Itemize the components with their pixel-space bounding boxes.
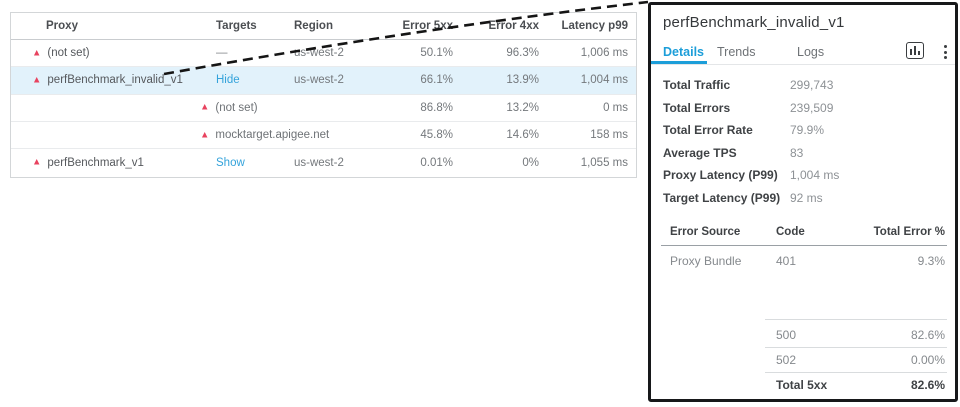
- detail-row-total-error-rate: Total Error Rate 79.9%: [651, 123, 955, 139]
- tab-trends[interactable]: Trends: [717, 45, 756, 59]
- error-table-header-source: Error Source: [670, 226, 741, 238]
- table-subrow-target-mocktarget[interactable]: ▲ mocktarget.apigee.net 45.8% 14.6% 158 …: [11, 122, 636, 150]
- table-row-perfBenchmark-invalid-v1[interactable]: ▲ perfBenchmark_invalid_v1 Hide us-west-…: [11, 67, 636, 95]
- error-table-header-pct: Total Error %: [873, 226, 945, 238]
- proxy-detail-panel: perfBenchmark_invalid_v1 Details Trends …: [648, 2, 958, 402]
- error-row-divider: [765, 347, 947, 348]
- column-header-targets: Targets: [216, 20, 257, 32]
- detail-row-target-latency: Target Latency (P99) 92 ms: [651, 191, 955, 207]
- error5xx-value: 66.1%: [420, 74, 453, 87]
- detail-label: Proxy Latency (P99): [663, 168, 778, 182]
- bar-chart-bar: [909, 49, 912, 55]
- target-name: (not set): [215, 101, 258, 114]
- warning-triangle-icon: ▲: [200, 129, 210, 141]
- error-row-divider: [765, 319, 947, 320]
- panel-title: perfBenchmark_invalid_v1: [663, 14, 845, 31]
- error-pct: 9.3%: [917, 254, 945, 268]
- total-5xx-value: 82.6%: [910, 378, 945, 392]
- proxy-name: (not set): [47, 47, 90, 60]
- error4xx-value: 96.3%: [506, 47, 539, 60]
- kebab-dot: [943, 50, 947, 54]
- bar-chart-bar: [918, 51, 921, 55]
- bar-chart-icon[interactable]: [906, 42, 924, 59]
- more-vertical-icon[interactable]: [938, 44, 952, 60]
- proxy-table-header: Proxy Targets Region Error 5xx Error 4xx…: [11, 13, 636, 40]
- error-source: Proxy Bundle: [670, 254, 742, 268]
- tabs-divider: [651, 64, 955, 65]
- error-row-divider: [765, 372, 947, 373]
- region-value: us-west-2: [294, 156, 344, 169]
- warning-triangle-icon: ▲: [32, 47, 42, 59]
- kebab-dot: [943, 45, 947, 49]
- error-pct: 82.6%: [910, 328, 945, 342]
- region-value: us-west-2: [294, 74, 344, 87]
- warning-triangle-icon: ▲: [200, 101, 210, 113]
- detail-row-total-errors: Total Errors 239,509: [651, 101, 955, 117]
- proxy-name: perfBenchmark_v1: [47, 156, 144, 169]
- error-code: 502: [776, 353, 797, 367]
- error5xx-value: 0.01%: [420, 156, 453, 169]
- error4xx-value: 14.6%: [506, 129, 539, 142]
- kebab-dot: [943, 55, 947, 59]
- error4xx-value: 0%: [522, 156, 539, 169]
- detail-label: Total Error Rate: [663, 123, 753, 137]
- detail-value: 299,743: [790, 78, 834, 92]
- table-subrow-target-not-set[interactable]: ▲ (not set) 86.8% 13.2% 0 ms: [11, 95, 636, 122]
- proxy-name: perfBenchmark_invalid_v1: [47, 74, 183, 87]
- proxy-table: Proxy Targets Region Error 5xx Error 4xx…: [10, 12, 637, 178]
- targets-value: —: [216, 47, 228, 60]
- bar-chart-bar: [913, 46, 917, 55]
- column-header-error4xx: Error 4xx: [488, 20, 539, 32]
- error4xx-value: 13.2%: [506, 101, 539, 114]
- latency-value: 0 ms: [603, 101, 628, 114]
- detail-row-average-tps: Average TPS 83: [651, 146, 955, 162]
- column-header-error5xx: Error 5xx: [402, 20, 453, 32]
- detail-value: 239,509: [790, 100, 834, 115]
- region-value: us-west-2: [294, 47, 344, 60]
- error-pct: 0.00%: [910, 353, 945, 367]
- detail-value: 92 ms: [790, 190, 823, 205]
- error-table-header-divider: [661, 245, 947, 246]
- detail-label: Target Latency (P99): [663, 190, 781, 205]
- detail-row-proxy-latency: Proxy Latency (P99) 1,004 ms: [651, 168, 955, 184]
- detail-label: Average TPS: [663, 145, 737, 160]
- latency-value: 1,055 ms: [580, 156, 628, 169]
- detail-label: Total Errors: [663, 100, 731, 115]
- detail-value: 79.9%: [790, 123, 825, 137]
- total-5xx-label: Total 5xx: [776, 378, 828, 392]
- latency-value: 1,006 ms: [580, 47, 628, 60]
- error5xx-value: 45.8%: [420, 129, 453, 142]
- latency-value: 158 ms: [590, 129, 628, 142]
- error5xx-value: 86.8%: [420, 101, 453, 114]
- warning-triangle-icon: ▲: [32, 156, 42, 168]
- column-header-latency: Latency p99: [561, 20, 628, 32]
- target-name: mocktarget.apigee.net: [215, 129, 330, 142]
- error-code: 401: [776, 254, 797, 268]
- table-row-perfBenchmark-v1[interactable]: ▲ perfBenchmark_v1 Show us-west-2 0.01% …: [11, 149, 636, 176]
- detail-label: Total Traffic: [663, 78, 731, 92]
- error4xx-value: 13.9%: [506, 74, 539, 87]
- warning-triangle-icon: ▲: [32, 74, 42, 86]
- hide-targets-link[interactable]: Hide: [216, 74, 240, 87]
- latency-value: 1,004 ms: [580, 74, 628, 87]
- column-header-proxy: Proxy: [46, 20, 78, 32]
- show-targets-link[interactable]: Show: [216, 156, 245, 169]
- table-row-not-set[interactable]: ▲ (not set) — us-west-2 50.1% 96.3% 1,00…: [11, 40, 636, 68]
- error5xx-value: 50.1%: [420, 47, 453, 60]
- detail-value: 1,004 ms: [790, 168, 840, 182]
- tab-details[interactable]: Details: [663, 45, 704, 59]
- column-header-region: Region: [294, 20, 333, 32]
- detail-value: 83: [790, 145, 804, 160]
- tab-logs[interactable]: Logs: [797, 45, 825, 59]
- error-table-header-code: Code: [776, 226, 805, 238]
- detail-row-total-traffic: Total Traffic 299,743: [651, 78, 955, 94]
- error-code: 500: [776, 328, 797, 342]
- active-tab-indicator: [651, 61, 707, 64]
